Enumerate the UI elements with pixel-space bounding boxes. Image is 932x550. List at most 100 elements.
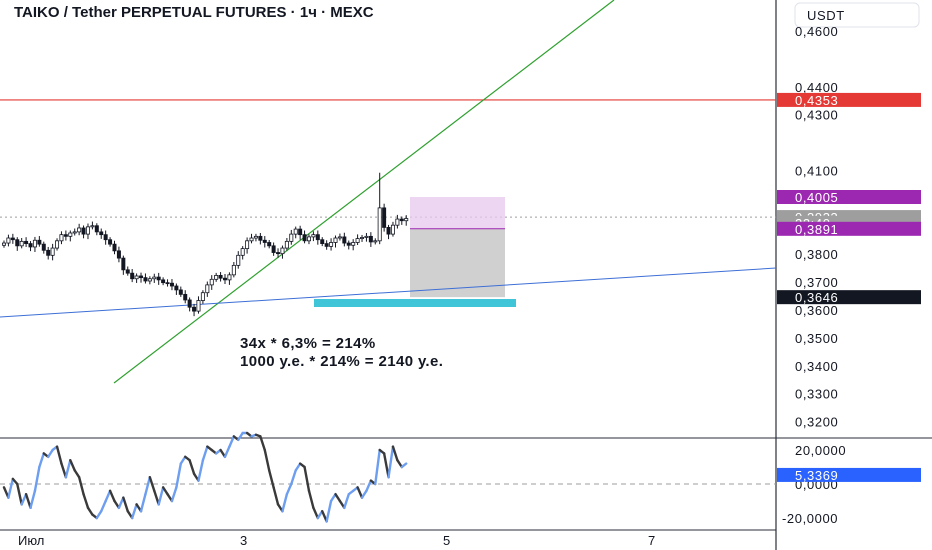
candle-body bbox=[139, 275, 144, 279]
candle-body bbox=[337, 236, 342, 239]
oscillator-segment bbox=[144, 476, 152, 496]
candle-body bbox=[108, 239, 113, 245]
candle-body bbox=[329, 242, 334, 247]
candle-body bbox=[200, 292, 205, 301]
price-badge bbox=[777, 221, 921, 236]
oscillator-segment bbox=[303, 465, 311, 492]
candle-body bbox=[81, 227, 86, 235]
candle-body bbox=[377, 207, 382, 242]
price-badge bbox=[777, 190, 921, 205]
candle-body bbox=[231, 264, 236, 276]
candle-body bbox=[143, 277, 148, 282]
price-badge-label: 0,3646 bbox=[795, 290, 838, 305]
oscillator-segment bbox=[82, 493, 90, 509]
oscillator-segment bbox=[7, 477, 15, 499]
oscillator-segment bbox=[179, 455, 187, 465]
oscillator-segment bbox=[201, 445, 209, 462]
candle-body bbox=[342, 236, 347, 244]
candle-body bbox=[15, 239, 20, 247]
candle-body bbox=[245, 240, 250, 250]
candle-body bbox=[399, 218, 404, 222]
candle-body bbox=[205, 284, 210, 294]
candle-body bbox=[130, 272, 135, 280]
candle-body bbox=[134, 275, 139, 280]
oscillator-segment bbox=[69, 459, 76, 472]
price-badge-label: 0,4005 bbox=[795, 190, 838, 205]
oscillator-segment bbox=[365, 479, 373, 492]
oscillator-segment bbox=[307, 489, 315, 509]
candle-body bbox=[32, 239, 37, 248]
candle-body bbox=[218, 275, 223, 279]
oscillator-segment bbox=[161, 486, 169, 496]
candle-body bbox=[315, 234, 320, 241]
oscillator-segment bbox=[259, 435, 266, 452]
candle-body bbox=[37, 239, 42, 245]
oscillator-segment bbox=[294, 462, 302, 472]
oscillator-segment bbox=[400, 462, 408, 469]
candle-body bbox=[99, 231, 104, 236]
oscillator-segment bbox=[382, 452, 390, 479]
candle-body bbox=[63, 234, 68, 237]
candle-body bbox=[2, 242, 7, 246]
candle-body bbox=[187, 299, 192, 308]
candle-body bbox=[390, 224, 395, 235]
oscillator-segment bbox=[29, 489, 37, 509]
candle-body bbox=[271, 245, 276, 253]
candle-body bbox=[90, 225, 95, 228]
oscillator-segment bbox=[117, 496, 125, 509]
oscillator-segment bbox=[86, 506, 94, 516]
candle-body bbox=[28, 243, 33, 248]
candle-body bbox=[209, 278, 214, 286]
oscillator-segment bbox=[312, 506, 320, 520]
oscillator-segment bbox=[272, 486, 280, 506]
candle-body bbox=[161, 279, 166, 284]
oscillator-segment bbox=[47, 448, 54, 458]
oscillator-segment bbox=[122, 496, 129, 513]
oscillator-segment bbox=[290, 469, 297, 486]
chart-title: TAIKO / Tether PERPETUAL FUTURES · 1ч · … bbox=[14, 4, 374, 21]
price-tick-label: 0,4600 bbox=[795, 24, 838, 39]
candle-body bbox=[351, 242, 356, 246]
oscillator-segment bbox=[268, 469, 275, 489]
oscillator-segment bbox=[60, 462, 68, 479]
candle-body bbox=[214, 275, 219, 280]
currency-button-label[interactable]: USDT bbox=[807, 8, 845, 23]
oscillator-segment bbox=[38, 452, 45, 469]
candle-body bbox=[59, 234, 64, 242]
oscillator-segment bbox=[263, 448, 271, 472]
candle-body bbox=[249, 237, 254, 242]
candle-body bbox=[284, 240, 289, 249]
candle-body bbox=[364, 235, 369, 238]
ascending-trendline bbox=[113, 0, 615, 384]
oscillator-segment bbox=[356, 486, 364, 499]
candle-body bbox=[240, 248, 245, 256]
candle-body bbox=[302, 234, 307, 242]
time-tick-label: 3 bbox=[240, 533, 247, 548]
candle-body bbox=[324, 243, 329, 247]
oscillator-segment bbox=[148, 476, 156, 492]
time-tick-label: 7 bbox=[648, 533, 655, 548]
candle-body bbox=[404, 218, 409, 222]
price-tick-label: 0,4300 bbox=[795, 108, 838, 123]
candle-body bbox=[280, 247, 285, 255]
price-badge-label: 0,3891 bbox=[795, 222, 838, 237]
oscillator-segment bbox=[95, 510, 103, 520]
time-tick-label: 5 bbox=[443, 533, 450, 548]
oscillator-segment bbox=[188, 459, 196, 475]
oscillator-segment bbox=[223, 445, 231, 458]
price-tick-label: 0,3700 bbox=[795, 275, 838, 290]
oscillator-segment bbox=[104, 489, 112, 503]
oscillator-segment bbox=[396, 459, 403, 469]
candle-body bbox=[19, 240, 24, 247]
currency-button[interactable] bbox=[794, 2, 920, 28]
candle-body bbox=[395, 218, 400, 226]
oscillator-segment bbox=[391, 445, 399, 462]
candle-body bbox=[368, 235, 373, 243]
oscillator-segment bbox=[20, 493, 28, 506]
candle-body bbox=[311, 234, 316, 238]
oscillator-segment bbox=[237, 431, 244, 441]
oscillator-segment bbox=[387, 445, 395, 479]
price-badge-label: 0,4353 bbox=[795, 93, 838, 108]
oscillator-segment bbox=[153, 489, 160, 506]
